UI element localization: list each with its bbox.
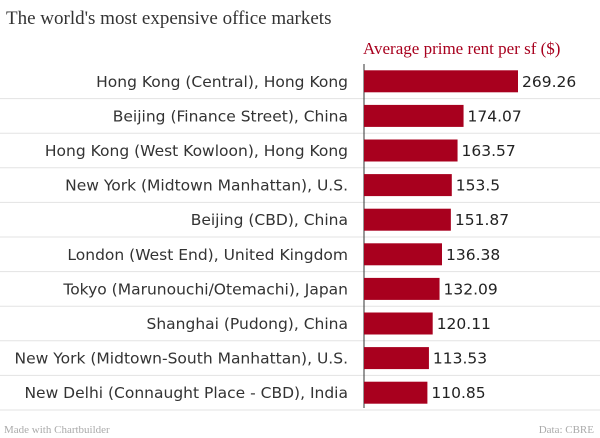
bar (364, 277, 440, 300)
value-label: 113.53 (433, 350, 487, 368)
category-label: New Delhi (Connaught Place - CBD), India (24, 384, 348, 402)
footer-credit: Made with Chartbuilder (4, 424, 110, 436)
category-label: New York (Midtown-South Manhattan), U.S. (14, 350, 348, 368)
value-label: 153.5 (456, 177, 500, 195)
bar (364, 104, 464, 127)
value-label: 136.38 (446, 246, 500, 264)
value-label: 163.57 (462, 142, 516, 160)
footer-source: Data: CBRE (539, 424, 595, 436)
series-label: Average prime rent per sf ($) (363, 39, 560, 58)
bars (364, 70, 518, 404)
bar (364, 139, 458, 162)
bar (364, 208, 451, 231)
grid-lines (0, 98, 600, 411)
bar (364, 312, 433, 335)
value-label: 132.09 (444, 280, 498, 298)
value-label: 174.07 (468, 107, 522, 125)
bar (364, 70, 518, 93)
bar (364, 243, 443, 266)
bar (364, 174, 452, 197)
value-label: 120.11 (437, 315, 491, 333)
value-label: 269.26 (522, 73, 576, 91)
value-label: 151.87 (455, 211, 509, 229)
category-label: New York (Midtown Manhattan), U.S. (65, 177, 348, 195)
bar (364, 347, 429, 370)
category-label: Hong Kong (Central), Hong Kong (96, 73, 348, 91)
category-label: Hong Kong (West Kowloon), Hong Kong (45, 142, 348, 160)
chart-title: The world's most expensive office market… (6, 8, 331, 29)
category-label: Tokyo (Marunouchi/Otemachi), Japan (62, 280, 348, 298)
category-label: Beijing (Finance Street), China (113, 107, 348, 125)
value-label: 110.85 (431, 384, 485, 402)
bar (364, 381, 428, 404)
category-label: Beijing (CBD), China (191, 211, 348, 229)
category-labels: Hong Kong (Central), Hong Kong Beijing (F… (14, 73, 348, 402)
category-label: London (West End), United Kingdom (67, 246, 348, 264)
category-label: Shanghai (Pudong), China (147, 315, 349, 333)
